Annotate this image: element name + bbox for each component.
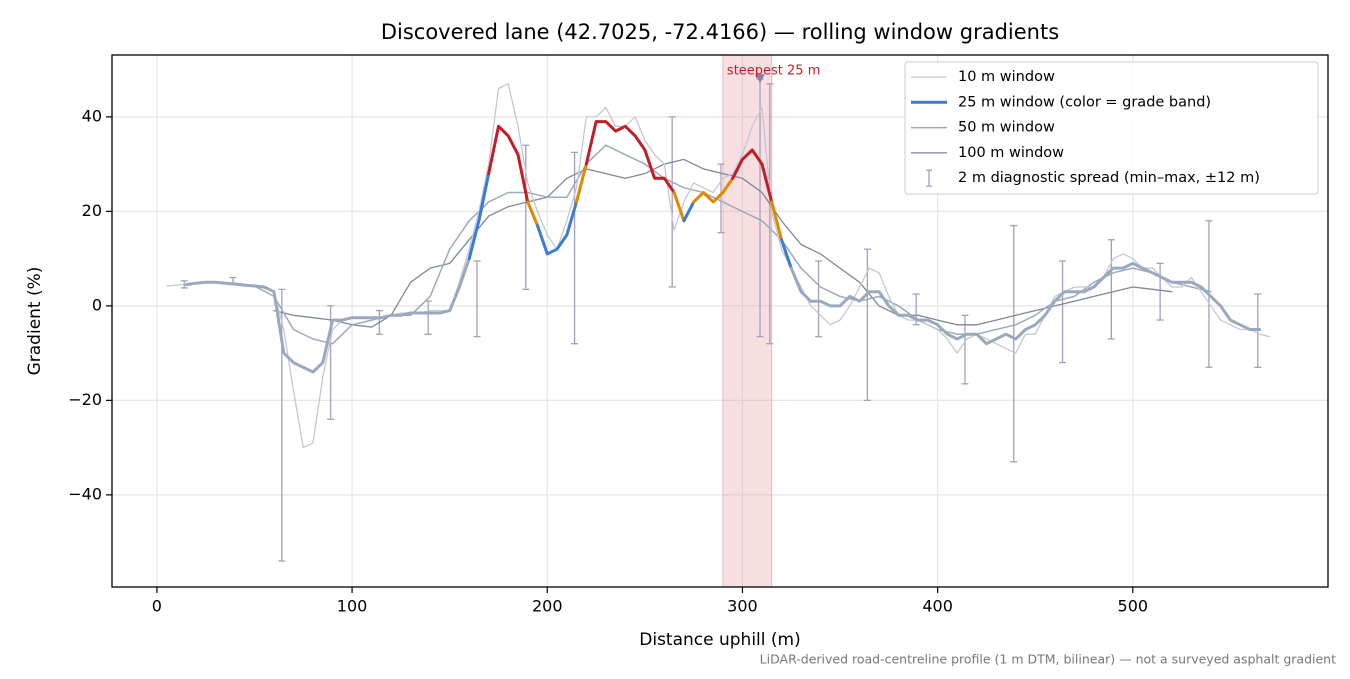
series-line [584, 120, 676, 194]
steepest-marker [755, 74, 766, 84]
legend-box [904, 61, 1319, 195]
series-line [731, 148, 774, 204]
legend-label: 50 m window [958, 120, 1055, 136]
x-tick-label: 200 [532, 597, 563, 616]
series-line [487, 124, 530, 204]
legend-label: 100 m window [958, 145, 1064, 161]
legend-label: 25 m window (color = grade band) [958, 94, 1211, 110]
x-tick-label: 400 [922, 597, 953, 616]
y-tick-label: −20 [68, 390, 102, 409]
series-line [536, 200, 578, 256]
legend-label: 2 m diagnostic spread (min–max, ±12 m) [958, 170, 1260, 186]
series-line [692, 176, 735, 204]
y-tick-label: −40 [68, 484, 102, 503]
x-tick-label: 300 [727, 597, 758, 616]
series-line [273, 158, 1173, 328]
footnote: LiDAR-derived road-centreline profile (1… [760, 652, 1336, 667]
series-line [780, 238, 793, 270]
series-line [682, 200, 696, 223]
x-tick-label: 0 [152, 597, 162, 616]
series-line [467, 172, 491, 261]
series-line [789, 261, 1262, 346]
series-line [672, 191, 686, 223]
series-line [184, 257, 471, 374]
x-tick-label: 100 [337, 597, 368, 616]
highlight-label: steepest 25 m [727, 64, 820, 79]
y-axis-label: Gradient (%) [25, 267, 45, 376]
y-tick-label: 20 [82, 201, 102, 220]
x-tick-label: 500 [1118, 597, 1149, 616]
series-line [526, 200, 539, 228]
y-tick-label: 40 [82, 106, 102, 125]
series-line [575, 162, 588, 204]
plot-frame [111, 54, 1329, 588]
y-tick-label: 0 [92, 295, 102, 314]
legend-label: 10 m window [958, 69, 1055, 85]
x-axis-label: Distance uphill (m) [639, 630, 800, 650]
chart-title: Discovered lane (42.7025, -72.4166) — ro… [381, 20, 1059, 44]
series-line [770, 200, 783, 242]
